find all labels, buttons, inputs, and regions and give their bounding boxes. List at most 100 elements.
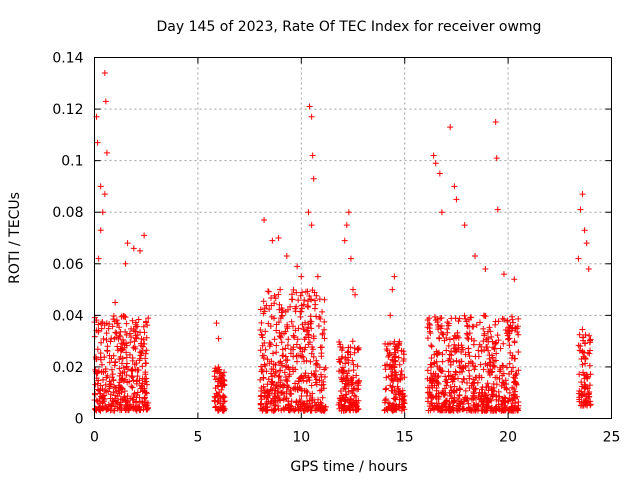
data-point: [338, 347, 345, 354]
data-point: [119, 355, 126, 362]
data-point: [284, 306, 291, 313]
data-point: [110, 398, 117, 405]
data-point: [432, 160, 439, 167]
data-point: [319, 394, 326, 401]
data-point: [445, 368, 452, 375]
data-point: [452, 369, 459, 376]
data-point: [307, 313, 314, 320]
data-point: [285, 336, 292, 343]
data-point: [577, 343, 584, 350]
data-point: [493, 392, 500, 399]
data-point: [263, 406, 270, 413]
data-point: [110, 352, 117, 359]
data-point: [275, 235, 282, 241]
data-point: [489, 352, 496, 359]
data-point: [218, 375, 225, 382]
data-point: [469, 360, 476, 367]
data-point: [109, 323, 116, 330]
data-point: [132, 366, 139, 373]
data-point: [486, 324, 493, 331]
data-point: [99, 318, 106, 325]
data-point: [276, 301, 283, 308]
data-point: [134, 332, 141, 339]
data-point: [134, 391, 141, 398]
data-point: [454, 407, 461, 414]
data-point: [582, 354, 589, 361]
data-point: [312, 379, 319, 386]
data-point: [387, 312, 394, 319]
data-point: [345, 348, 352, 355]
data-point: [470, 390, 477, 397]
data-point: [492, 318, 499, 325]
data-point: [292, 327, 299, 334]
data-point: [280, 396, 287, 403]
data-point: [444, 329, 451, 336]
data-point: [306, 103, 313, 110]
data-point: [123, 349, 130, 356]
data-point: [586, 350, 593, 357]
data-point: [108, 366, 115, 373]
data-point: [586, 382, 593, 389]
data-point: [308, 113, 315, 120]
data-point: [433, 358, 440, 365]
data-point: [104, 347, 111, 354]
data-point: [142, 355, 149, 362]
data-point: [102, 387, 109, 394]
data-point: [382, 366, 389, 373]
data-point: [279, 389, 286, 396]
data-point: [487, 366, 494, 373]
data-point: [312, 301, 319, 308]
data-point: [476, 319, 483, 326]
data-point: [300, 326, 307, 333]
data-point: [441, 391, 448, 398]
data-point: [112, 329, 119, 336]
data-point: [350, 286, 356, 293]
data-point: [319, 330, 326, 337]
data-point: [102, 381, 109, 388]
data-point: [288, 390, 295, 397]
data-point: [424, 398, 431, 405]
data-point: [281, 369, 288, 376]
data-point: [290, 286, 297, 293]
data-point: [447, 361, 454, 368]
data-point: [212, 376, 219, 383]
data-point: [426, 320, 433, 327]
data-point: [294, 263, 301, 270]
x-tick-label: 0: [90, 430, 99, 446]
data-point: [477, 361, 484, 368]
data-point: [257, 393, 264, 400]
data-point: [299, 403, 306, 410]
data-point: [95, 377, 102, 384]
data-point: [214, 368, 221, 375]
data-point: [586, 388, 593, 395]
data-point: [581, 227, 588, 234]
data-point: [94, 346, 101, 353]
data-point: [279, 352, 286, 359]
data-point: [482, 313, 489, 320]
data-point: [119, 341, 126, 348]
data-point: [456, 359, 463, 366]
data-point: [498, 382, 505, 389]
data-point: [133, 380, 140, 387]
data-point: [356, 377, 363, 384]
data-point: [401, 400, 408, 407]
data-point: [351, 349, 358, 356]
data-point: [515, 348, 522, 355]
data-point: [508, 327, 515, 334]
data-point: [427, 330, 434, 337]
data-point: [447, 392, 454, 399]
data-point: [307, 392, 314, 399]
data-point: [499, 315, 506, 322]
data-point: [141, 378, 148, 385]
data-point: [429, 395, 436, 402]
data-point: [427, 370, 434, 377]
data-point: [581, 375, 588, 382]
data-point: [95, 328, 102, 335]
data-point: [353, 386, 360, 393]
data-point: [305, 303, 312, 310]
data-point: [312, 368, 319, 375]
data-point: [580, 334, 587, 341]
data-point: [428, 364, 435, 371]
data-point: [98, 325, 105, 332]
x-tick-label: 5: [193, 430, 202, 446]
